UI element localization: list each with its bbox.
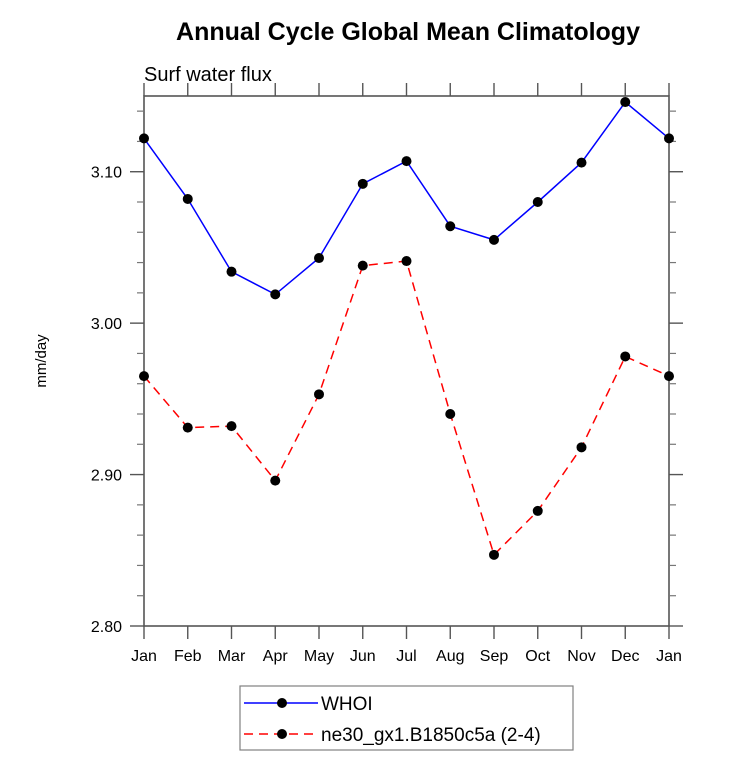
x-tick-label: Dec: [611, 648, 639, 665]
data-point: [664, 133, 674, 144]
data-point: [182, 422, 193, 433]
axes: Jan Feb Mar Apr May Jun Jul Aug Sep Oct Nov Dec Jan 2…: [91, 83, 683, 665]
legend-label: WHOI: [321, 694, 373, 715]
data-point: [664, 371, 674, 382]
data-point: [489, 234, 499, 245]
legend: WHOI ne30_gx1.B1850c5a (2-4): [239, 685, 574, 751]
y-tick-label: 3.00: [91, 316, 122, 333]
data-point: [314, 389, 324, 400]
data-point: [401, 156, 412, 167]
legend-box: [239, 685, 574, 751]
chart-title: Annual Cycle Global Mean Climatology: [176, 18, 640, 46]
data-point: [226, 421, 237, 432]
data-point: [226, 266, 237, 277]
data-point: [532, 505, 543, 516]
y-tick-label: 3.10: [91, 165, 122, 182]
data-point: [182, 193, 193, 204]
x-tick-label: Aug: [436, 648, 464, 665]
data-point: [489, 549, 499, 560]
x-tick-label: Jan: [656, 648, 682, 665]
x-tick-label: Jan: [131, 648, 157, 665]
x-tick-label: Jul: [396, 648, 416, 665]
data-point: [357, 260, 368, 271]
data-point: [139, 133, 149, 144]
x-tick-label: Jun: [350, 648, 376, 665]
x-tick-label: Mar: [218, 648, 246, 665]
data-point: [532, 197, 543, 207]
y-axis-label: mm/day: [33, 334, 50, 388]
data-point: [139, 371, 149, 382]
data-point: [270, 289, 281, 300]
legend-label: ne30_gx1.B1850c5a (2-4): [321, 725, 541, 746]
data-point: [576, 157, 587, 168]
y-tick-label: 2.80: [91, 619, 122, 636]
data-point: [270, 475, 281, 486]
data-point: [445, 221, 456, 232]
data-point: [357, 178, 368, 189]
data-point: [445, 409, 456, 419]
plot-frame: [143, 95, 670, 627]
data-point: [620, 351, 631, 362]
data-point: [314, 253, 324, 264]
data-point: [401, 256, 412, 267]
x-tick-label: Nov: [567, 648, 595, 665]
data-point: [576, 442, 587, 453]
y-tick-label: 2.90: [91, 468, 122, 485]
x-tick-label: Apr: [263, 648, 289, 665]
x-tick-label: May: [304, 648, 334, 665]
chart-subtitle: Surf water flux: [144, 64, 272, 86]
legend-marker: [277, 698, 287, 708]
series-layer: [139, 97, 674, 560]
x-tick-label: Feb: [174, 648, 202, 665]
x-tick-label: Oct: [525, 648, 550, 665]
legend-marker: [277, 729, 287, 739]
data-point: [620, 97, 631, 108]
series-line-model: [143, 260, 670, 557]
x-tick-label: Sep: [480, 648, 509, 665]
